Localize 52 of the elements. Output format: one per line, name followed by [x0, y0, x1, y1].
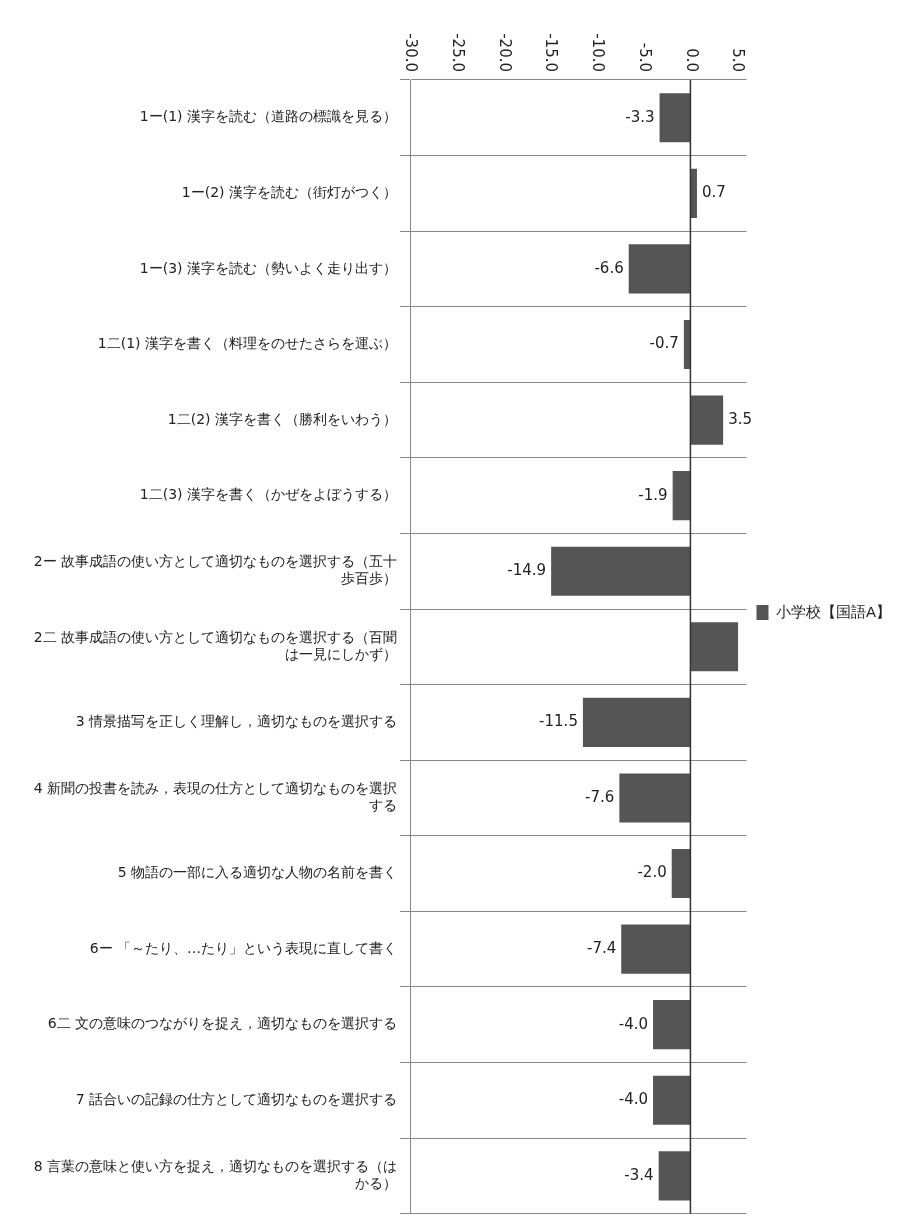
bar — [659, 93, 691, 143]
x-tick-label: -5.0 — [635, 42, 654, 72]
bar — [683, 319, 691, 370]
y-tick-label: 1二(3) 漢字を書く（かぜをよぼうする） — [139, 486, 397, 503]
y-tick-label: 8 言葉の意味と使い方を捉え，適切なものを選択する（はかる） — [33, 1158, 397, 1191]
y-tick-label: 4 新聞の投書を読み，表現の仕方として適切なものを選択する — [33, 780, 397, 813]
y-tick-label: 7 話合いの記録の仕方として適切なものを選択する — [75, 1090, 397, 1107]
data-label: -2.0 — [637, 863, 667, 882]
y-tick-label: 1二(1) 漢字を書く（料理をのせたさらを運ぶ） — [97, 335, 397, 352]
y-tick-label: 3 情景描写を正しく理解し，適切なものを選択する — [75, 713, 397, 730]
y-tick-label: 6ー 「～たり、…たり」という表現に直して書く — [89, 939, 397, 956]
x-tick-label: 5.0 — [729, 48, 748, 72]
x-tick-label: -15.0 — [542, 33, 561, 72]
data-label: -1.9 — [638, 485, 668, 504]
data-label: -6.6 — [594, 258, 624, 277]
data-label: -14.9 — [507, 561, 547, 580]
bar — [628, 244, 691, 294]
bar — [690, 622, 739, 672]
y-tick-label: 1ー(3) 漢字を読む（勢いよく走り出す） — [139, 259, 397, 276]
bar — [690, 395, 724, 445]
data-label: 0.7 — [701, 183, 726, 202]
legend-label: 小学校【国語A】 — [776, 602, 892, 620]
bar — [653, 1075, 691, 1125]
bar — [671, 848, 691, 899]
y-tick-label: 1二(2) 漢字を書く（勝利をいわう） — [167, 410, 397, 427]
data-label: -4.0 — [618, 1014, 649, 1033]
bar — [672, 471, 691, 521]
bar — [551, 546, 691, 596]
data-label: -0.7 — [649, 334, 679, 353]
data-label: -7.6 — [585, 787, 615, 806]
x-tick-label: -10.0 — [589, 33, 608, 72]
x-tick-label: 0.0 — [682, 48, 701, 72]
bar — [658, 1151, 691, 1201]
x-tick-label: -25.0 — [448, 33, 467, 72]
x-tick-label: -30.0 — [402, 33, 421, 72]
y-tick-label: 6二 文の意味のつながりを捉え，適切なものを選択する — [47, 1015, 397, 1032]
data-label: -7.4 — [586, 938, 617, 957]
data-label: -4.0 — [618, 1090, 649, 1109]
y-tick-label: 1ー(1) 漢字を読む（道路の標識を見る） — [139, 108, 397, 125]
data-label: -3.4 — [624, 1165, 654, 1184]
bar — [653, 1000, 691, 1050]
x-tick-label: -20.0 — [495, 33, 514, 72]
bar — [582, 697, 691, 747]
y-tick-label: 1ー(2) 漢字を読む（街灯がつく） — [181, 184, 397, 200]
data-label: -11.5 — [539, 712, 578, 731]
data-label: 3.5 — [728, 409, 752, 428]
y-tick-label: 5 物語の一部に入る適切な人物の名前を書く — [117, 864, 397, 881]
y-tick-label: 2ー 故事成語の使い方として適切なものを選択する（五十歩百歩） — [33, 553, 397, 587]
bar — [621, 924, 691, 974]
y-tick-label: 2二 故事成語の使い方として適切なものを選択する（百聞は一見にしかず） — [33, 629, 397, 662]
bar — [619, 773, 691, 823]
data-label: -3.3 — [625, 107, 655, 126]
